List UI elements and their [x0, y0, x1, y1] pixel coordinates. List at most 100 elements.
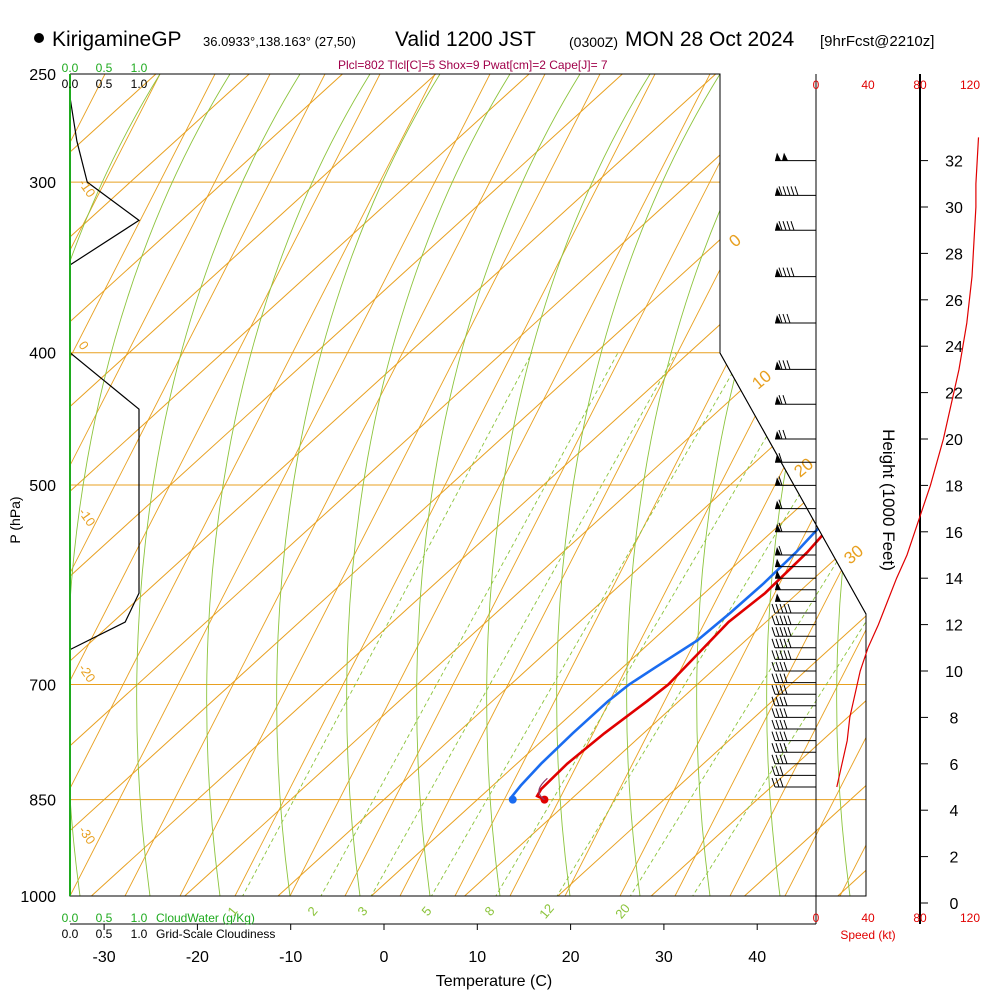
parcel-trace [538, 777, 548, 801]
wind-barb-feather [771, 743, 776, 753]
wind-barb-feather [779, 731, 784, 741]
temperature-profile [535, 107, 866, 801]
wind-barb-feather [771, 685, 776, 695]
temp-tick-label: -10 [279, 949, 302, 966]
wind-barb-feather [775, 627, 780, 637]
pressure-tick-label: 500 [29, 478, 56, 495]
wind-barb-flag [775, 152, 781, 161]
wind-barb-feather [775, 719, 780, 730]
cloudiness-tick-top: 0.5 [96, 77, 113, 91]
isotherm-label: 0 [725, 230, 744, 251]
wind-barb-flag [775, 315, 781, 323]
wind-barb-feather [782, 429, 787, 440]
wind-barb [775, 267, 816, 278]
isotherm-line [70, 74, 250, 896]
height-tick-label: 10 [945, 664, 963, 681]
wind-barb-feather [794, 186, 799, 196]
wind-barb-feather [786, 360, 791, 370]
pressure-tick-label: 1000 [20, 889, 56, 906]
wind-barb-feather [771, 638, 776, 648]
isotherm-label: 10 [748, 366, 775, 393]
cloudwater-tick-top: 0.0 [62, 61, 79, 75]
wind-barb-feather [787, 615, 792, 625]
isotherm-line [70, 74, 530, 896]
cloudwater-profile [70, 97, 141, 651]
wind-barb [775, 152, 816, 162]
wind-speed-tick-top: 120 [960, 78, 980, 92]
wind-barb-feather [790, 221, 795, 231]
moist-adiabat-line [206, 74, 371, 896]
wind-barb-flag [775, 187, 781, 196]
wind-barb-feather [779, 766, 784, 776]
wind-barb-flag [775, 477, 781, 486]
mixing-ratio-label: 20 [612, 901, 633, 922]
wind-barb [771, 754, 816, 765]
mixing-ratio-line [483, 352, 817, 896]
isotherm-label: -20 [76, 661, 99, 685]
wind-barb-feather [771, 731, 776, 741]
temp-tick-label: 0 [380, 949, 389, 966]
isotherm-line [277, 74, 866, 896]
height-tick-label: 18 [945, 478, 963, 495]
isotherm-line [650, 74, 866, 896]
cloudwater-tick-bottom: 0.0 [62, 911, 79, 925]
wind-barb-feather [771, 696, 776, 706]
wind-speed-tick-bottom: 80 [913, 911, 927, 925]
wind-barb [771, 743, 816, 753]
wind-barb-feather [779, 673, 784, 683]
wind-barb-feather [783, 708, 788, 718]
moist-adiabat-line [416, 74, 581, 896]
isotherm-line [464, 74, 866, 896]
station-name: KirigamineGP [52, 28, 182, 51]
moist-adiabat-line [486, 74, 651, 896]
dry-adiabat-line [289, 74, 711, 896]
wind-barb [775, 581, 816, 591]
wind-barb-flag [775, 547, 781, 555]
mixing-ratio-label: 3 [354, 904, 370, 919]
valid-time: Valid 1200 JST [395, 28, 536, 51]
wind-barb-feather [771, 766, 776, 776]
wind-barb [775, 545, 816, 556]
wind-barb-feather [775, 754, 780, 764]
wind-barb-feather [771, 615, 776, 625]
wind-barb [771, 708, 816, 718]
height-tick-label: 24 [945, 339, 963, 356]
wind-barb-feather [778, 267, 783, 277]
wind-barb [771, 638, 816, 649]
isotherm-label: -10 [76, 176, 99, 200]
wind-barb-feather [779, 661, 784, 672]
wind-barb-flag [775, 581, 781, 590]
wind-barb [771, 673, 816, 684]
dry-adiabat-line [234, 74, 656, 896]
wind-barb-feather [782, 186, 787, 196]
pressure-tick-label: 400 [29, 346, 56, 363]
height-tick-label: 30 [945, 200, 963, 217]
wind-barb-flag [775, 500, 781, 509]
wind-barb-feather [787, 603, 792, 614]
forecast-tag: [9hrFcst@2210z] [820, 33, 935, 50]
isotherm-line [557, 74, 866, 896]
height-tick-label: 12 [945, 618, 963, 635]
wind-barb-feather [779, 743, 784, 753]
moist-adiabat-line [556, 74, 721, 896]
height-axis-label: Height (1000 Feet) [879, 429, 898, 571]
wind-barb-feather [783, 661, 788, 672]
wind-barb [771, 731, 816, 742]
wind-barb-feather [779, 603, 784, 614]
wind-barb-feather [782, 221, 787, 231]
height-tick-label: 2 [950, 850, 959, 867]
wind-barb-feather [778, 476, 783, 486]
wind-barb-feather [790, 267, 795, 277]
wind-barb-feather [779, 615, 784, 625]
wind-barb-feather [783, 650, 788, 660]
wind-barb [775, 395, 816, 405]
cloudiness-tick-top: 1.0 [131, 77, 148, 91]
wind-barb-feather [778, 545, 783, 556]
wind-barb-feather [782, 360, 787, 370]
wind-barb-flag [775, 558, 781, 567]
height-tick-label: 14 [945, 571, 963, 588]
wind-speed-tick-bottom: 40 [861, 911, 875, 925]
wind-barb-feather [775, 638, 780, 648]
tropo-edge [719, 352, 867, 615]
wind-barb-feather [786, 221, 791, 231]
